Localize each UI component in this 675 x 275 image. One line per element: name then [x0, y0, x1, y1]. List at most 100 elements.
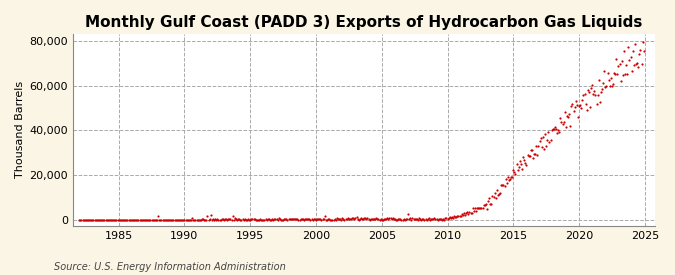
Point [189, 218, 200, 222]
Point [190, 218, 200, 222]
Point [541, 144, 551, 148]
Point [156, 218, 167, 222]
Point [182, 217, 192, 222]
Point [294, 218, 305, 222]
Point [435, 217, 446, 222]
Point [489, 190, 500, 195]
Point [338, 217, 349, 221]
Point [117, 218, 128, 222]
Point [108, 218, 119, 222]
Point [621, 63, 632, 68]
Point [441, 216, 452, 220]
Point [306, 217, 317, 221]
Point [339, 217, 350, 222]
Point [330, 218, 341, 222]
Point [263, 217, 274, 221]
Point [367, 216, 377, 221]
Point [481, 202, 491, 206]
Point [578, 92, 589, 97]
Point [555, 115, 566, 120]
Point [352, 216, 363, 221]
Point [173, 218, 184, 222]
Point [504, 177, 514, 182]
Point [448, 216, 458, 220]
Point [579, 92, 590, 96]
Point [437, 217, 448, 221]
Point [280, 217, 291, 221]
Point [275, 218, 286, 222]
Point [496, 183, 507, 187]
Point [223, 217, 234, 222]
Point [275, 217, 286, 221]
Point [342, 217, 352, 221]
Point [235, 218, 246, 222]
Point [188, 218, 198, 222]
Point [107, 218, 117, 222]
Point [474, 206, 485, 210]
Point [186, 218, 196, 222]
Point [558, 120, 569, 124]
Point [175, 218, 186, 222]
Point [560, 125, 571, 129]
Point [427, 217, 437, 221]
Point [580, 101, 591, 106]
Point [308, 217, 319, 221]
Point [340, 217, 351, 221]
Point [600, 84, 611, 89]
Point [414, 217, 425, 221]
Point [187, 216, 198, 220]
Point [148, 218, 159, 222]
Point [511, 162, 522, 167]
Point [151, 218, 161, 222]
Point [564, 112, 574, 116]
Point [176, 218, 186, 222]
Point [452, 214, 463, 218]
Point [207, 218, 217, 222]
Point [507, 175, 518, 179]
Point [460, 213, 470, 217]
Point [96, 218, 107, 222]
Point [393, 216, 404, 221]
Point [519, 158, 530, 162]
Point [463, 212, 474, 216]
Point [191, 218, 202, 222]
Point [145, 218, 156, 222]
Point [212, 217, 223, 222]
Point [210, 217, 221, 222]
Point [146, 218, 157, 222]
Point [483, 199, 493, 204]
Point [91, 218, 102, 222]
Point [290, 217, 300, 221]
Point [103, 218, 114, 222]
Point [567, 102, 578, 106]
Point [607, 84, 618, 88]
Point [548, 127, 559, 131]
Point [374, 218, 385, 222]
Point [90, 218, 101, 222]
Point [75, 218, 86, 222]
Point [143, 218, 154, 222]
Point [271, 217, 282, 221]
Point [119, 218, 130, 222]
Point [589, 89, 600, 93]
Point [272, 218, 283, 222]
Point [613, 64, 624, 68]
Point [152, 218, 163, 222]
Point [381, 217, 392, 221]
Point [123, 218, 134, 222]
Point [581, 108, 592, 112]
Point [455, 214, 466, 219]
Point [296, 217, 307, 221]
Point [244, 218, 254, 222]
Point [318, 216, 329, 221]
Point [231, 217, 242, 221]
Point [317, 217, 328, 221]
Point [514, 159, 525, 163]
Point [295, 216, 306, 221]
Point [169, 218, 180, 222]
Point [328, 218, 339, 222]
Point [475, 206, 486, 210]
Point [350, 216, 361, 221]
Point [583, 90, 594, 94]
Point [386, 217, 397, 222]
